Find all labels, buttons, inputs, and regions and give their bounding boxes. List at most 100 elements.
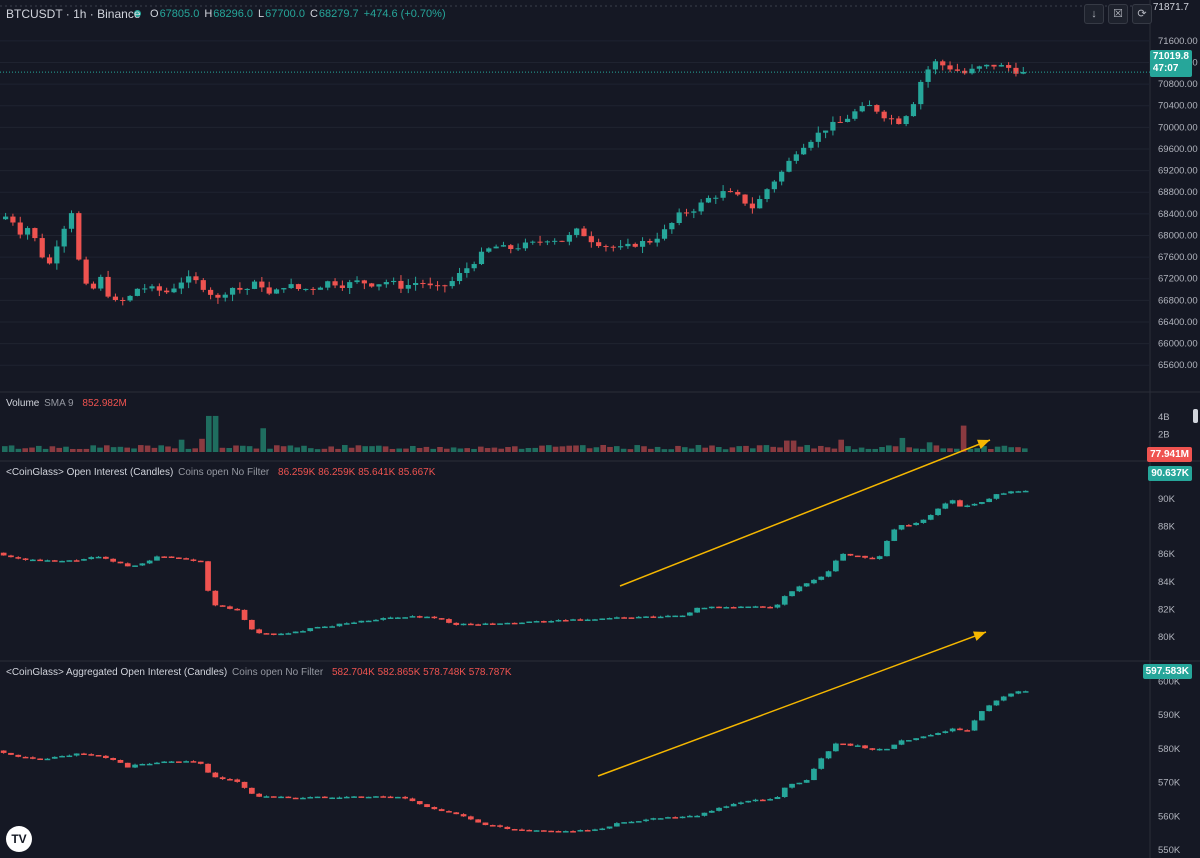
agg-oi-tick-label: 600K — [1158, 676, 1181, 687]
volume-bar — [280, 446, 287, 452]
volume-tick-label: 2B — [1158, 429, 1170, 440]
refresh-icon[interactable]: ⟳ — [1132, 4, 1152, 24]
symbol-title[interactable]: BTCUSDT · 1h · Binance — [6, 7, 141, 21]
agg-oi-candle — [468, 816, 474, 820]
oi-candle — [44, 560, 51, 562]
price-candle — [691, 211, 697, 213]
oi-candle — [351, 622, 357, 624]
volume-sub: SMA 9 — [44, 398, 74, 409]
oi-pane-title[interactable]: <CoinGlass> Open Interest (Candles) Coin… — [6, 467, 435, 478]
arrow-down-icon[interactable]: ↓ — [1084, 4, 1104, 24]
oi-candle — [482, 623, 489, 625]
volume-pane-title[interactable]: Volume SMA 9 852.982M — [6, 398, 127, 409]
oi-candle — [840, 553, 846, 561]
oi-candle — [511, 622, 518, 625]
price-candle — [918, 81, 924, 105]
price-tick-label: 69200.00 — [1158, 166, 1198, 177]
pane-collapse-handle[interactable] — [1193, 409, 1198, 423]
price-candle — [596, 242, 602, 247]
price-candle — [801, 147, 807, 155]
agg-values: 582.704K 582.865K 578.748K 578.787K — [331, 667, 512, 678]
oi-candle — [869, 557, 876, 560]
volume-bar — [838, 439, 844, 452]
oi-candle — [964, 505, 971, 508]
oi-candle — [971, 503, 978, 506]
price-candle — [456, 273, 463, 282]
price-tick-label: 70000.00 — [1158, 122, 1198, 133]
oi-candle — [548, 621, 554, 623]
oi-candle — [993, 494, 1000, 499]
price-candle — [727, 191, 734, 193]
oi-candle — [562, 620, 569, 622]
volume-bar — [1001, 445, 1008, 452]
oi-candle — [781, 596, 788, 605]
price-candle — [844, 118, 851, 122]
agg-oi-candle — [752, 799, 759, 802]
price-tick-label: 68400.00 — [1158, 209, 1198, 220]
volume-bar — [940, 448, 946, 452]
agg-oi-candle — [329, 797, 335, 800]
volume-bar — [818, 445, 824, 452]
price-tick-label: 67200.00 — [1158, 274, 1198, 285]
volume-bar — [532, 447, 538, 452]
agg-oi-candle — [833, 743, 839, 752]
oi-candle — [460, 623, 467, 626]
agg-oi-candle — [453, 812, 460, 815]
volume-bar — [763, 445, 770, 452]
agg-oi-candle — [730, 803, 737, 807]
price-candle — [478, 251, 485, 265]
tradingview-logo[interactable]: TV — [6, 826, 32, 852]
agg-oi-candle — [964, 730, 971, 732]
price-candle — [237, 287, 243, 290]
agg-oi-candle — [256, 793, 262, 797]
volume-bar — [478, 446, 484, 452]
price-candle — [984, 64, 990, 67]
price-candle — [888, 118, 895, 120]
volume-bar — [369, 446, 375, 452]
volume-bar — [471, 448, 477, 452]
agg-pane-title[interactable]: <CoinGlass> Aggregated Open Interest (Ca… — [6, 667, 512, 678]
price-candle — [186, 276, 192, 283]
price-candle — [866, 105, 873, 107]
maximize-icon[interactable]: ☒ — [1108, 4, 1128, 24]
oi-candle — [227, 606, 233, 609]
volume-bar — [457, 448, 464, 452]
oi-candle — [738, 606, 744, 609]
price-candle — [610, 246, 616, 248]
volume-bar — [124, 447, 130, 452]
oi-tick-label: 80K — [1158, 632, 1176, 643]
price-candle — [493, 246, 499, 249]
volume-bar — [36, 445, 42, 452]
oi-sub: Coins open No Filter — [178, 467, 270, 478]
price-candle — [273, 289, 280, 294]
oi-candle — [241, 609, 248, 620]
oi-candle — [876, 556, 883, 559]
agg-oi-candle — [519, 829, 525, 831]
agg-oi-candle — [511, 829, 518, 831]
agg-oi-candle — [44, 758, 51, 761]
volume-bar — [22, 448, 28, 452]
price-candle — [837, 121, 843, 123]
ohlc-value: +474.6 (+0.70%) — [363, 8, 446, 20]
price-candle — [720, 191, 726, 198]
price-candle — [76, 213, 82, 260]
oi-candle — [307, 628, 314, 632]
agg-oi-candle — [117, 759, 124, 763]
volume-bar — [63, 446, 69, 452]
volume-bar — [600, 444, 606, 452]
bar-countdown: 47:07 — [1152, 63, 1179, 74]
price-candle — [683, 212, 690, 214]
oi-candle — [541, 621, 547, 623]
oi-tick-label: 84K — [1158, 577, 1176, 588]
price-candle — [698, 202, 704, 212]
price-candle — [771, 181, 777, 190]
oi-candle — [373, 619, 379, 622]
oi-candle — [694, 607, 700, 613]
price-candle — [632, 243, 638, 247]
price-candle — [515, 248, 521, 250]
oi-candle — [249, 619, 255, 630]
agg-oi-candle — [621, 822, 627, 824]
agg-oi-candle — [562, 831, 569, 833]
oi-candle — [942, 503, 949, 509]
